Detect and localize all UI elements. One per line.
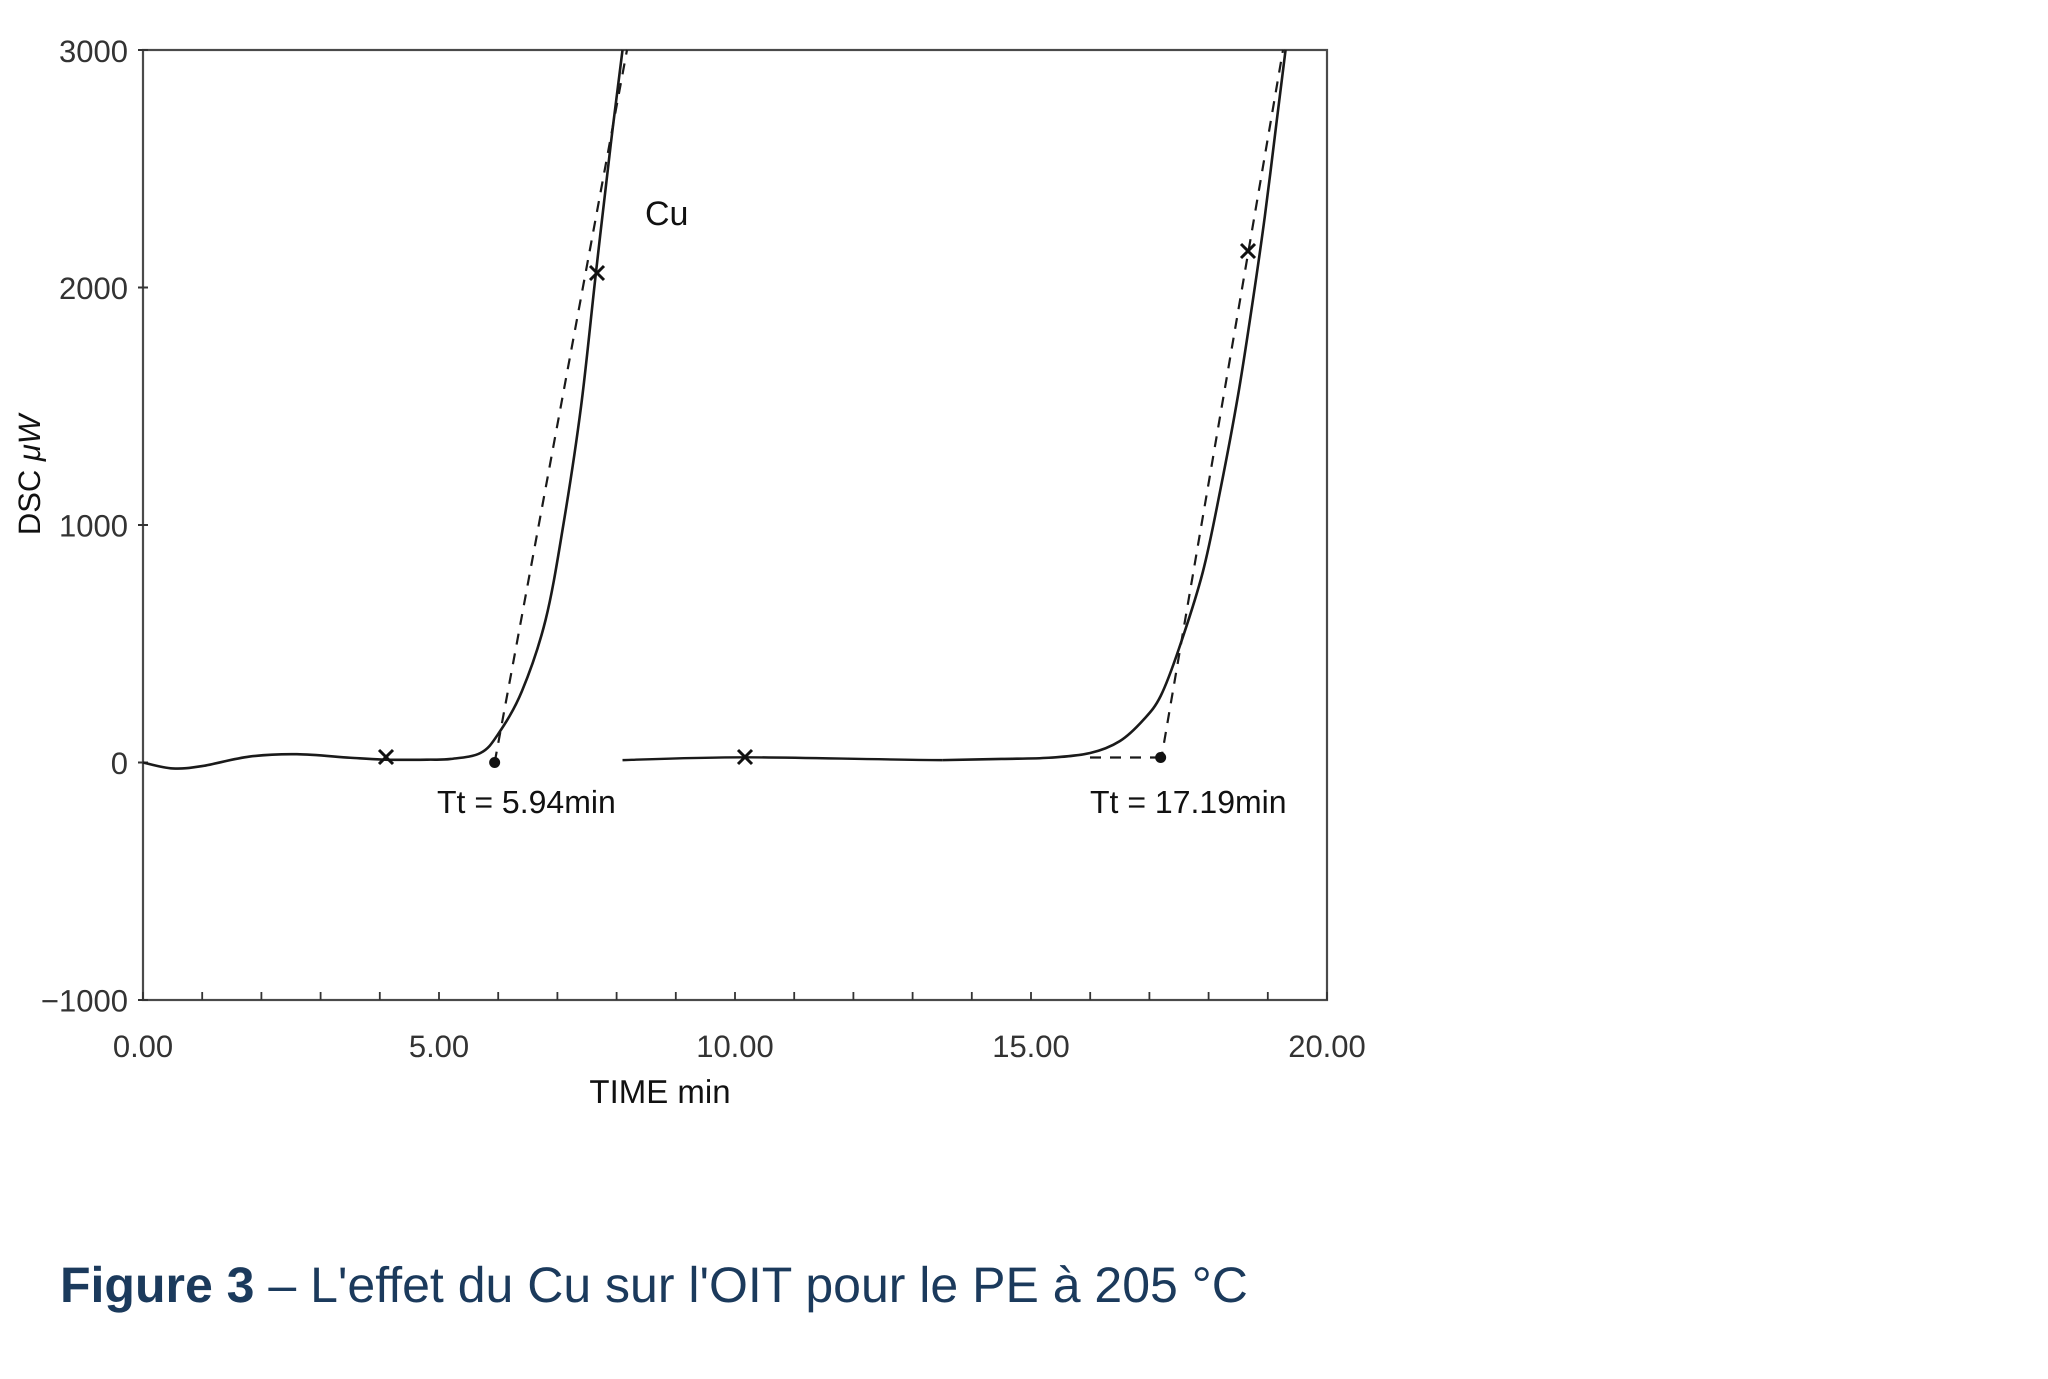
svg-text:−1000: −1000: [41, 984, 128, 1019]
svg-text:Tt = 5.94min: Tt = 5.94min: [437, 784, 616, 820]
svg-text:TIME min: TIME min: [589, 1073, 730, 1110]
svg-text:2000: 2000: [59, 271, 128, 306]
svg-text:0: 0: [111, 746, 128, 781]
svg-text:1000: 1000: [59, 509, 128, 544]
svg-text:3000: 3000: [59, 34, 128, 69]
svg-text:DSC μW: DSC μW: [12, 412, 47, 535]
svg-text:20.00: 20.00: [1288, 1029, 1366, 1064]
svg-text:15.00: 15.00: [992, 1029, 1070, 1064]
svg-text:5.00: 5.00: [409, 1029, 469, 1064]
svg-text:Tt = 17.19min: Tt = 17.19min: [1090, 784, 1287, 820]
svg-text:10.00: 10.00: [696, 1029, 774, 1064]
svg-text:0.00: 0.00: [113, 1029, 173, 1064]
svg-text:Cu: Cu: [645, 195, 688, 233]
